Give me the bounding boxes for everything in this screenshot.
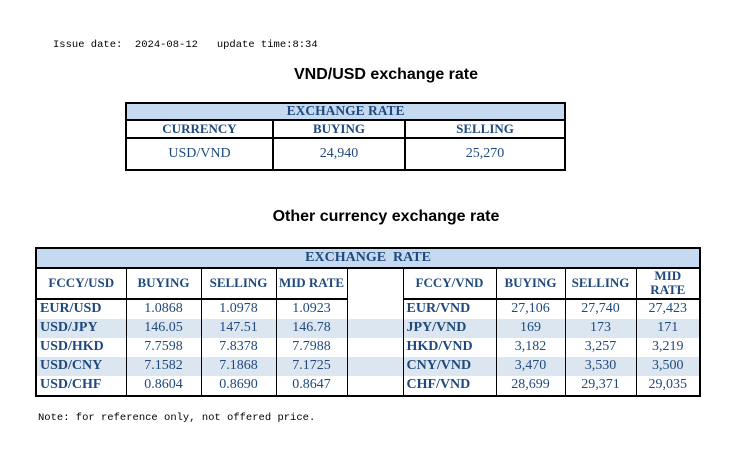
buying-cell: 0.8604	[125, 375, 202, 396]
spacer-cell	[346, 268, 404, 299]
currency-cell: JPY/VND	[402, 318, 497, 338]
table-title: EXCHANGE RATE	[36, 248, 701, 269]
selling-cell: 173	[564, 318, 637, 338]
spacer-cell	[346, 356, 404, 376]
buying-cell: 7.7598	[125, 337, 202, 357]
column-header-midrate-usd: MID RATE	[275, 268, 348, 300]
usd-vnd-exchange-rate-table: EXCHANGE RATE CURRENCY BUYING SELLING US…	[124, 102, 567, 171]
midrate-cell: 146.78	[275, 318, 348, 338]
currency-cell: USD/CHF	[35, 375, 127, 396]
buying-cell: 24,940	[272, 137, 406, 171]
selling-cell: 0.8690	[200, 375, 277, 396]
buying-cell: 3,182	[495, 337, 566, 357]
midrate-cell: 29,035	[635, 375, 701, 396]
buying-cell: 169	[495, 318, 566, 338]
selling-cell: 25,270	[403, 137, 567, 171]
buying-cell: 146.05	[125, 318, 202, 338]
column-header-fccy-vnd: FCCY/VND	[402, 268, 497, 300]
column-header-row: CURRENCY BUYING SELLING	[125, 119, 567, 139]
selling-cell: 1.0978	[200, 298, 277, 319]
selling-cell: 7.1868	[200, 356, 277, 376]
section-title-other-currency: Other currency exchange rate	[272, 208, 500, 225]
column-header-selling-vnd: SELLING	[564, 268, 637, 300]
section-title-vnd-usd: VND/USD exchange rate	[293, 66, 479, 83]
currency-cell: EUR/USD	[35, 298, 127, 319]
midrate-cell: 171	[635, 318, 701, 338]
spacer-cell	[346, 375, 404, 396]
selling-cell: 3,530	[564, 356, 637, 376]
selling-cell: 29,371	[564, 375, 637, 396]
midrate-cell: 7.7988	[275, 337, 348, 357]
column-header-buying: BUYING	[272, 119, 406, 139]
buying-cell: 7.1582	[125, 356, 202, 376]
table-row: USD/CHF 0.8604 0.8690 0.8647 CHF/VND 28,…	[35, 375, 701, 396]
currency-cell: USD/CNY	[35, 356, 127, 376]
other-currency-exchange-rate-table: EXCHANGE RATE FCCY/USD BUYING SELLING MI…	[35, 247, 702, 397]
column-header-selling-usd: SELLING	[200, 268, 277, 300]
table-row: USD/CNY 7.1582 7.1868 7.1725 CNY/VND 3,4…	[35, 356, 701, 376]
midrate-cell: 0.8647	[275, 375, 348, 396]
selling-cell: 27,740	[564, 298, 637, 319]
currency-cell: CNY/VND	[402, 356, 497, 376]
midrate-cell: 27,423	[635, 298, 701, 319]
column-header-row: FCCY/USD BUYING SELLING MID RATE FCCY/VN…	[35, 268, 701, 300]
currency-cell: USD/HKD	[35, 337, 127, 357]
currency-cell: USD/JPY	[35, 318, 127, 338]
table-row: USD/JPY 146.05 147.51 146.78 JPY/VND 169…	[35, 318, 701, 338]
buying-cell: 3,470	[495, 356, 566, 376]
midrate-cell: 7.1725	[275, 356, 348, 376]
table-row: USD/VND 24,940 25,270	[125, 137, 567, 171]
buying-cell: 28,699	[495, 375, 566, 396]
midrate-cell: 3,500	[635, 356, 701, 376]
selling-cell: 147.51	[200, 318, 277, 338]
midrate-cell: 3,219	[635, 337, 701, 357]
column-header-selling: SELLING	[403, 119, 567, 139]
column-header-buying-vnd: BUYING	[495, 268, 566, 300]
table-title-row: EXCHANGE RATE	[124, 102, 567, 121]
buying-cell: 27,106	[495, 298, 566, 319]
issue-date-line: Issue date: 2024-08-12 update time:8:34	[53, 39, 318, 51]
buying-cell: 1.0868	[125, 298, 202, 319]
spacer-cell	[346, 337, 404, 357]
column-header-fccy-usd: FCCY/USD	[35, 268, 127, 300]
note-line: Note: for reference only, not offered pr…	[38, 412, 316, 424]
column-header-currency: CURRENCY	[125, 119, 274, 139]
spacer-cell	[346, 298, 404, 319]
table-row: USD/HKD 7.7598 7.8378 7.7988 HKD/VND 3,1…	[35, 337, 701, 357]
table-title: EXCHANGE RATE	[124, 102, 567, 121]
column-header-midrate-vnd: MID RATE	[635, 268, 701, 300]
column-header-buying-usd: BUYING	[125, 268, 202, 300]
selling-cell: 7.8378	[200, 337, 277, 357]
currency-cell: EUR/VND	[402, 298, 497, 319]
selling-cell: 3,257	[564, 337, 637, 357]
table-title-row: EXCHANGE RATE	[36, 248, 701, 269]
currency-cell: HKD/VND	[402, 337, 497, 357]
currency-cell: USD/VND	[125, 137, 274, 171]
table-row: EUR/USD 1.0868 1.0978 1.0923 EUR/VND 27,…	[35, 298, 701, 319]
spacer-cell	[346, 318, 404, 338]
midrate-cell: 1.0923	[275, 298, 348, 319]
currency-cell: CHF/VND	[402, 375, 497, 396]
